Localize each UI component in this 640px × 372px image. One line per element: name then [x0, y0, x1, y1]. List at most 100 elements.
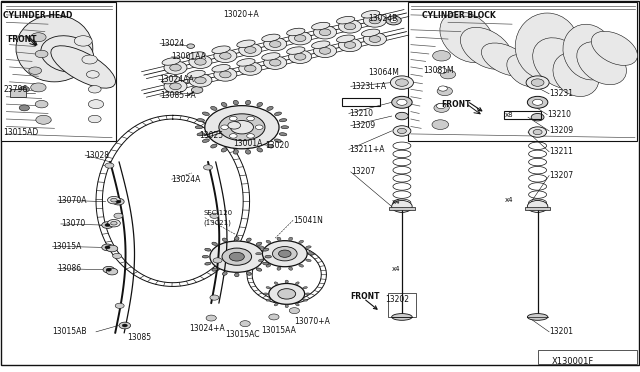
Ellipse shape	[275, 303, 278, 306]
Ellipse shape	[233, 100, 239, 105]
Ellipse shape	[212, 46, 230, 54]
Circle shape	[108, 196, 120, 204]
Ellipse shape	[591, 31, 637, 65]
Circle shape	[220, 71, 231, 78]
Ellipse shape	[303, 287, 307, 289]
Circle shape	[294, 35, 306, 42]
Circle shape	[113, 253, 122, 259]
Circle shape	[113, 198, 124, 205]
Ellipse shape	[202, 255, 209, 258]
Circle shape	[111, 198, 117, 202]
Circle shape	[210, 295, 219, 300]
Ellipse shape	[285, 305, 289, 308]
Ellipse shape	[202, 139, 209, 142]
Text: 13231: 13231	[549, 89, 573, 98]
Circle shape	[390, 18, 397, 23]
Circle shape	[105, 246, 110, 249]
Text: FRONT: FRONT	[351, 292, 380, 301]
Ellipse shape	[265, 255, 271, 258]
Circle shape	[189, 74, 212, 87]
Text: 13024AA: 13024AA	[159, 75, 193, 84]
Text: 13025: 13025	[200, 131, 224, 140]
Ellipse shape	[296, 282, 299, 285]
Ellipse shape	[279, 119, 287, 122]
Circle shape	[19, 86, 29, 92]
Circle shape	[106, 245, 118, 252]
Text: 13015A: 13015A	[52, 242, 82, 251]
Circle shape	[269, 59, 281, 66]
Circle shape	[319, 48, 331, 54]
Circle shape	[240, 321, 250, 327]
Circle shape	[106, 268, 118, 275]
Text: 13209: 13209	[351, 121, 375, 130]
Ellipse shape	[205, 248, 211, 251]
Ellipse shape	[267, 144, 273, 148]
Circle shape	[440, 70, 456, 79]
Circle shape	[108, 219, 120, 227]
Ellipse shape	[259, 246, 264, 248]
Circle shape	[294, 54, 306, 60]
Ellipse shape	[187, 70, 205, 78]
Ellipse shape	[362, 29, 380, 36]
Ellipse shape	[262, 262, 269, 265]
Circle shape	[526, 76, 549, 89]
Ellipse shape	[532, 38, 588, 89]
Bar	[525, 207, 550, 210]
Ellipse shape	[553, 52, 599, 96]
Circle shape	[36, 115, 51, 124]
Circle shape	[205, 106, 279, 149]
Circle shape	[244, 65, 256, 72]
Ellipse shape	[221, 148, 227, 152]
Ellipse shape	[460, 28, 513, 69]
Ellipse shape	[234, 273, 239, 277]
Ellipse shape	[279, 133, 287, 136]
Circle shape	[289, 32, 312, 45]
Circle shape	[247, 116, 255, 121]
Ellipse shape	[287, 47, 305, 54]
Circle shape	[122, 324, 127, 327]
Text: 13211+A: 13211+A	[349, 145, 384, 154]
Circle shape	[74, 36, 92, 46]
Bar	[342, 98, 380, 106]
Circle shape	[82, 55, 97, 64]
Ellipse shape	[263, 293, 268, 295]
Ellipse shape	[275, 112, 282, 115]
Text: 13202: 13202	[385, 295, 410, 304]
Ellipse shape	[257, 148, 262, 152]
Circle shape	[344, 42, 356, 48]
Text: 13207: 13207	[549, 171, 573, 180]
Text: FRONT: FRONT	[8, 35, 37, 44]
Ellipse shape	[296, 303, 299, 306]
Text: 13070+A: 13070+A	[294, 317, 330, 326]
Text: CYLINDER BLOCK: CYLINDER BLOCK	[422, 11, 496, 20]
Circle shape	[116, 200, 121, 203]
Circle shape	[434, 103, 449, 112]
Ellipse shape	[202, 112, 209, 115]
Text: 13064M: 13064M	[368, 68, 399, 77]
Ellipse shape	[308, 253, 314, 255]
Circle shape	[433, 51, 451, 61]
Ellipse shape	[481, 43, 530, 76]
Circle shape	[531, 113, 544, 121]
Text: 13085+A: 13085+A	[160, 92, 196, 100]
Ellipse shape	[275, 139, 282, 142]
Ellipse shape	[211, 106, 217, 110]
Circle shape	[214, 68, 237, 81]
Text: 13015AA: 13015AA	[261, 326, 296, 335]
Text: 13201: 13201	[549, 327, 573, 336]
Ellipse shape	[299, 240, 303, 243]
Ellipse shape	[212, 64, 230, 72]
Circle shape	[164, 80, 187, 93]
Circle shape	[114, 213, 123, 218]
Circle shape	[88, 100, 104, 109]
Circle shape	[339, 38, 362, 52]
Circle shape	[102, 222, 113, 228]
Circle shape	[339, 20, 362, 33]
Circle shape	[264, 56, 287, 69]
Text: 13024A: 13024A	[172, 175, 201, 184]
Text: X130001F: X130001F	[552, 357, 594, 366]
Circle shape	[106, 268, 111, 271]
Ellipse shape	[237, 59, 255, 66]
Circle shape	[189, 55, 212, 68]
Circle shape	[88, 86, 101, 93]
